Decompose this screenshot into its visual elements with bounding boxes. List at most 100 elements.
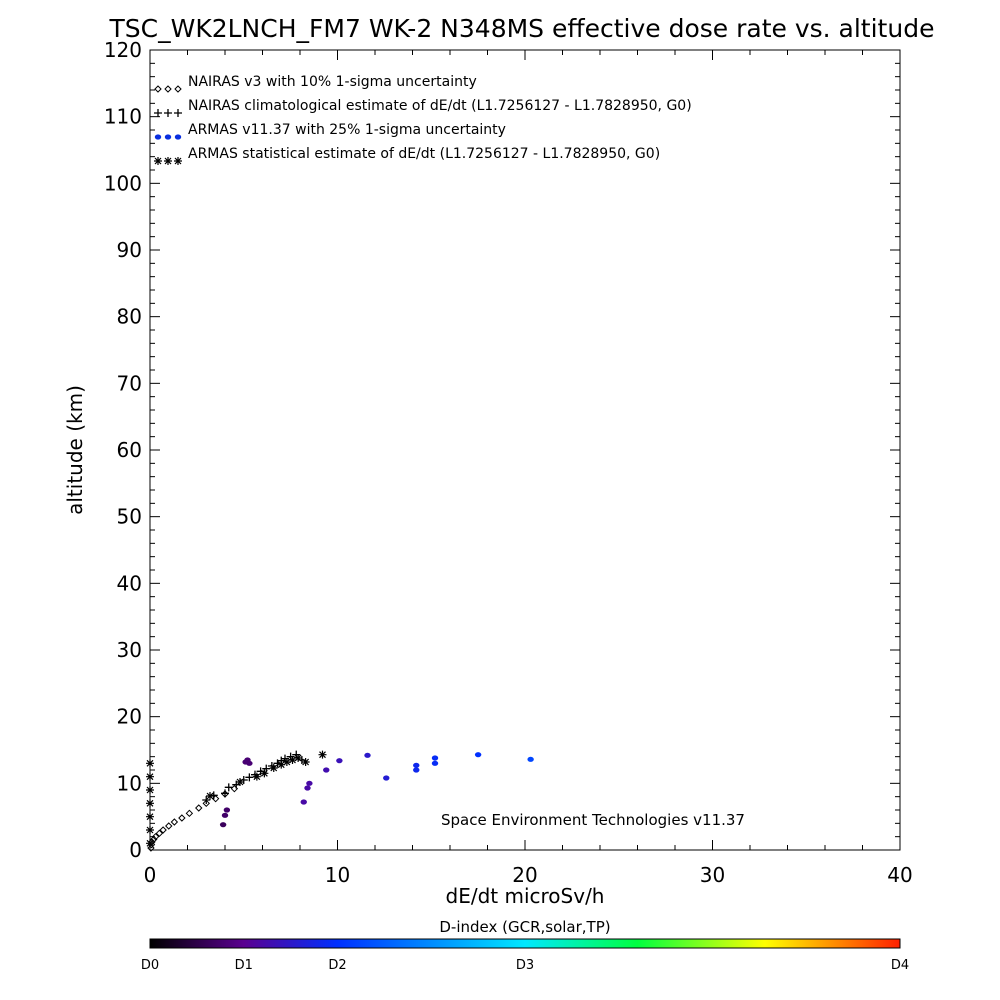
dot-point: [221, 812, 229, 818]
diamond-point: [159, 826, 167, 834]
diamond-point: [165, 822, 173, 830]
dot-point: [474, 752, 482, 758]
legend-marker-plus: [154, 109, 162, 117]
colorbar-label: D1: [235, 958, 253, 973]
asterisk-point: [146, 826, 154, 834]
x-tick-label: 40: [887, 863, 912, 887]
plot-frame: [149, 49, 901, 851]
x-tick-label: 20: [512, 863, 537, 887]
dot-point: [306, 780, 313, 786]
asterisk-point: [294, 754, 303, 762]
asterisk-point: [282, 758, 291, 766]
legend-label: ARMAS v11.37 with 25% 1-sigma uncertaint…: [188, 122, 506, 138]
asterisk-point: [277, 760, 286, 769]
asterisk-point: [146, 839, 154, 848]
legend-marker-asterisk: [174, 157, 182, 165]
y-tick-label: 110: [104, 105, 142, 129]
plus-point: [256, 767, 265, 776]
diamond-point: [170, 818, 179, 826]
legend-marker-diamond: [174, 85, 182, 93]
plus-point: [202, 796, 211, 804]
y-axis-label: altitude (km): [63, 385, 87, 515]
dot-point: [336, 758, 343, 764]
plus-point: [224, 783, 233, 792]
dot-point: [223, 807, 231, 813]
dot-point: [300, 799, 307, 805]
legend-label: NAIRAS climatological estimate of dE/dt …: [188, 98, 692, 114]
asterisk-point: [260, 769, 269, 778]
diamond-point: [178, 814, 186, 822]
diamond-point: [150, 835, 158, 844]
y-tick-label: 70: [117, 371, 142, 395]
asterisk-point: [236, 778, 244, 786]
plus-point: [239, 776, 248, 784]
y-tick-label: 0: [129, 838, 142, 862]
legend: NAIRAS v3 with 10% 1-sigma uncertainty NA…: [154, 74, 692, 165]
asterisk-point: [288, 756, 297, 764]
dot-point: [246, 760, 253, 766]
plus-point: [281, 754, 289, 763]
plus-point: [221, 789, 229, 798]
dot-point: [383, 775, 390, 781]
annotation-credit: Space Environment Technologies v11.37: [441, 811, 745, 829]
y-tick-label: 10: [117, 771, 142, 795]
asterisk-point: [146, 799, 154, 808]
legend-label: ARMAS statistical estimate of dE/dt (L1.…: [188, 146, 660, 162]
colorbar-label: D4: [891, 958, 909, 973]
asterisk-point: [146, 759, 154, 768]
diamond-point: [155, 829, 164, 838]
y-tick-label: 80: [117, 305, 142, 329]
y-tick-label: 60: [117, 438, 142, 462]
colorbar-title: D-index (GCR,solar,TP): [439, 918, 610, 936]
colorbar: [149, 938, 901, 949]
y-tick-label: 40: [117, 571, 142, 595]
plus-point: [245, 773, 254, 782]
colorbar-label: D3: [516, 958, 534, 973]
legend-marker-plus: [174, 109, 182, 117]
colorbar-label: D2: [328, 958, 346, 973]
legend-marker-dot: [164, 134, 172, 140]
dot-point: [527, 756, 534, 762]
asterisk-point: [301, 758, 310, 766]
plus-point: [292, 750, 301, 759]
dot-point: [413, 762, 420, 768]
dot-point: [431, 755, 439, 761]
x-tick-label: 10: [325, 863, 350, 887]
asterisk-point: [252, 772, 261, 781]
diamond-point: [185, 809, 194, 818]
diamond-point: [202, 799, 210, 808]
legend-marker-asterisk: [154, 157, 162, 165]
asterisk-point: [146, 786, 154, 794]
plus-point: [286, 752, 295, 761]
y-tick-label: 90: [117, 238, 142, 262]
y-tick-label: 50: [117, 505, 142, 529]
x-tick-label: 30: [700, 863, 725, 887]
legend-marker-dot: [174, 134, 182, 140]
dot-point: [431, 760, 439, 766]
colorbar-label: D0: [141, 958, 159, 973]
asterisk-point: [146, 772, 154, 781]
asterisk-point: [318, 750, 327, 759]
dot-point: [219, 822, 227, 828]
y-tick-label: 100: [104, 171, 142, 195]
x-tick-label: 0: [144, 863, 157, 887]
y-tick-label: 30: [117, 638, 142, 662]
y-tick-label: 120: [104, 38, 142, 62]
legend-marker-diamond: [164, 85, 172, 93]
asterisk-point: [206, 792, 214, 800]
legend-marker-plus: [164, 109, 172, 117]
y-tick-label: 20: [117, 705, 142, 729]
chart-title: TSC_WK2LNCH_FM7 WK-2 N348MS effective do…: [109, 14, 935, 43]
data-marks: [146, 750, 534, 852]
dot-point: [323, 767, 330, 773]
legend-label: NAIRAS v3 with 10% 1-sigma uncertainty: [188, 74, 477, 90]
plus-point: [297, 756, 306, 764]
diamond-point: [151, 832, 160, 841]
diamond-point: [147, 844, 155, 852]
dot-point: [304, 785, 311, 791]
asterisk-point: [269, 764, 278, 772]
legend-marker-dot: [154, 134, 162, 140]
dot-point: [413, 767, 420, 773]
colorbar-labels: D0 D1 D2 D3 D4: [141, 958, 909, 973]
